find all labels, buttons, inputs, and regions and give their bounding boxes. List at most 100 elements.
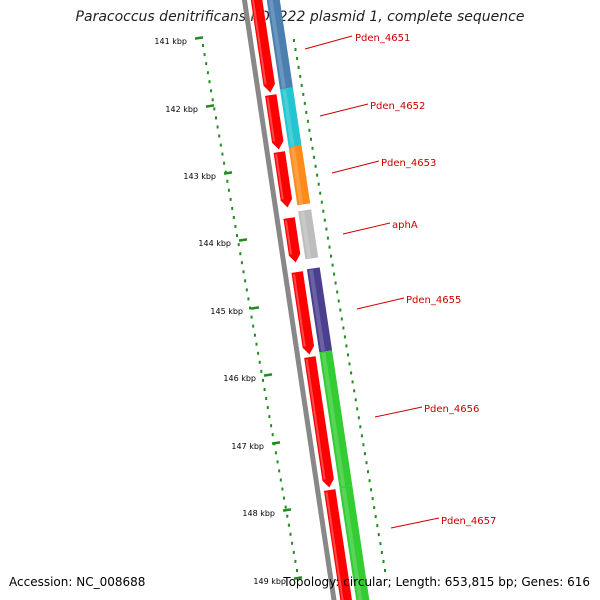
scale-dot [283, 496, 285, 500]
scale-dot [294, 559, 297, 563]
outer-dot [353, 389, 356, 393]
gene-block [319, 350, 353, 488]
gene-leader-line [390, 517, 440, 529]
scale-dot [218, 134, 221, 138]
scale-dot [219, 143, 222, 147]
gene-highlight [341, 487, 363, 600]
outer-dot [299, 74, 302, 78]
outer-dot [302, 92, 305, 96]
outer-dot [363, 452, 366, 456]
accession-text: Accession: NC_008688 [9, 575, 146, 589]
outer-dot [336, 290, 339, 294]
scale-dot [266, 406, 269, 410]
scale-dot [242, 270, 245, 274]
scale-dot [234, 225, 237, 228]
kbp-tick [263, 373, 273, 377]
summary-text: Topology: circular; Length: 653,815 bp; … [283, 575, 590, 589]
scale-dot [215, 116, 217, 120]
outer-dot [294, 48, 297, 51]
gene-block [266, 0, 293, 90]
scale-dot [281, 487, 284, 491]
gene-leader-line [319, 103, 369, 117]
outer-dot [367, 470, 369, 474]
gene-highlight [309, 269, 326, 352]
backbone [241, 0, 337, 600]
gene-highlight [290, 147, 304, 205]
scale-dot [245, 288, 248, 292]
scale-dot [284, 505, 287, 509]
scale-dot [268, 415, 271, 419]
outer-dot [330, 254, 332, 258]
outer-dot [311, 146, 314, 150]
outer-dot [313, 155, 316, 159]
cds-highlight [275, 154, 284, 200]
scale-dot [276, 460, 279, 464]
outer-dot [370, 488, 373, 492]
outer-dot [333, 272, 336, 276]
kbp-tick [293, 576, 303, 580]
outer-dot [360, 434, 363, 438]
gene-label: Pden_4652 [370, 101, 425, 112]
scale-dot [271, 433, 274, 437]
outer-dot [347, 353, 349, 357]
scale-dot [237, 243, 240, 247]
scale-dot [210, 89, 213, 93]
kbp-tick-label: 142 kbp [165, 105, 198, 114]
scale-dot [232, 216, 235, 219]
gene-leader-line [356, 297, 405, 310]
outer-dot [343, 335, 346, 339]
gene-block [298, 209, 319, 260]
outer-dot [379, 542, 382, 546]
scale-dot [252, 324, 255, 328]
outer-dot [328, 245, 331, 249]
kbp-tick [282, 508, 292, 512]
outer-dot [357, 416, 360, 420]
gene-block [280, 87, 302, 148]
scale-dot [250, 315, 253, 319]
scale-dot [270, 424, 273, 428]
cds-track [250, 0, 353, 600]
outer-dot [322, 209, 325, 213]
outer-dot [350, 371, 353, 375]
cds-highlight [252, 0, 267, 85]
kbp-tick [238, 238, 248, 242]
outer-dot [377, 533, 380, 537]
kbp-tick [205, 104, 215, 108]
kbp-tick [250, 306, 260, 310]
outer-dot [303, 101, 306, 105]
outer-dot [354, 398, 357, 402]
kbp-tick-label: 144 kbp [198, 239, 231, 248]
outer-dot [293, 39, 295, 42]
kbp-tick-label: 141 kbp [154, 37, 187, 46]
outer-dot [348, 362, 351, 366]
scale-dot [287, 523, 290, 527]
map-title: Paracoccus denitrificans PD1222 plasmid … [75, 9, 525, 25]
outer-dot [306, 119, 309, 123]
scale-dot [205, 62, 208, 66]
outer-dot [380, 551, 383, 554]
scale-dot [258, 360, 261, 364]
kbp-tick-label: 146 kbp [223, 374, 256, 383]
scale-dot [291, 541, 294, 545]
gene-track [266, 0, 370, 600]
scale-dot [263, 388, 266, 391]
backbone-line [241, 0, 337, 600]
outer-dot [362, 443, 365, 447]
outer-dot [334, 281, 337, 285]
outer-dot [356, 407, 359, 411]
outer-dot [316, 173, 319, 177]
gene-label: Pden_4655 [406, 295, 461, 306]
scale-dot [244, 279, 247, 283]
scale-dot [260, 369, 263, 373]
gene-block [288, 145, 311, 206]
gene-label: Pden_4656 [424, 404, 479, 415]
scale-dot [202, 44, 204, 47]
gene-label: Pden_4653 [381, 158, 436, 169]
scale-dot [262, 378, 264, 382]
outer-dot [384, 569, 386, 572]
gene-label: Pden_4657 [441, 516, 496, 527]
kbp-tick-label: 149 kbp [253, 577, 286, 586]
gene-labels: Pden_4651 Pden_4652 Pden_4653 aphA Pden_4655… [304, 33, 496, 529]
scale-dot [257, 351, 260, 355]
scale-dot [206, 71, 209, 75]
